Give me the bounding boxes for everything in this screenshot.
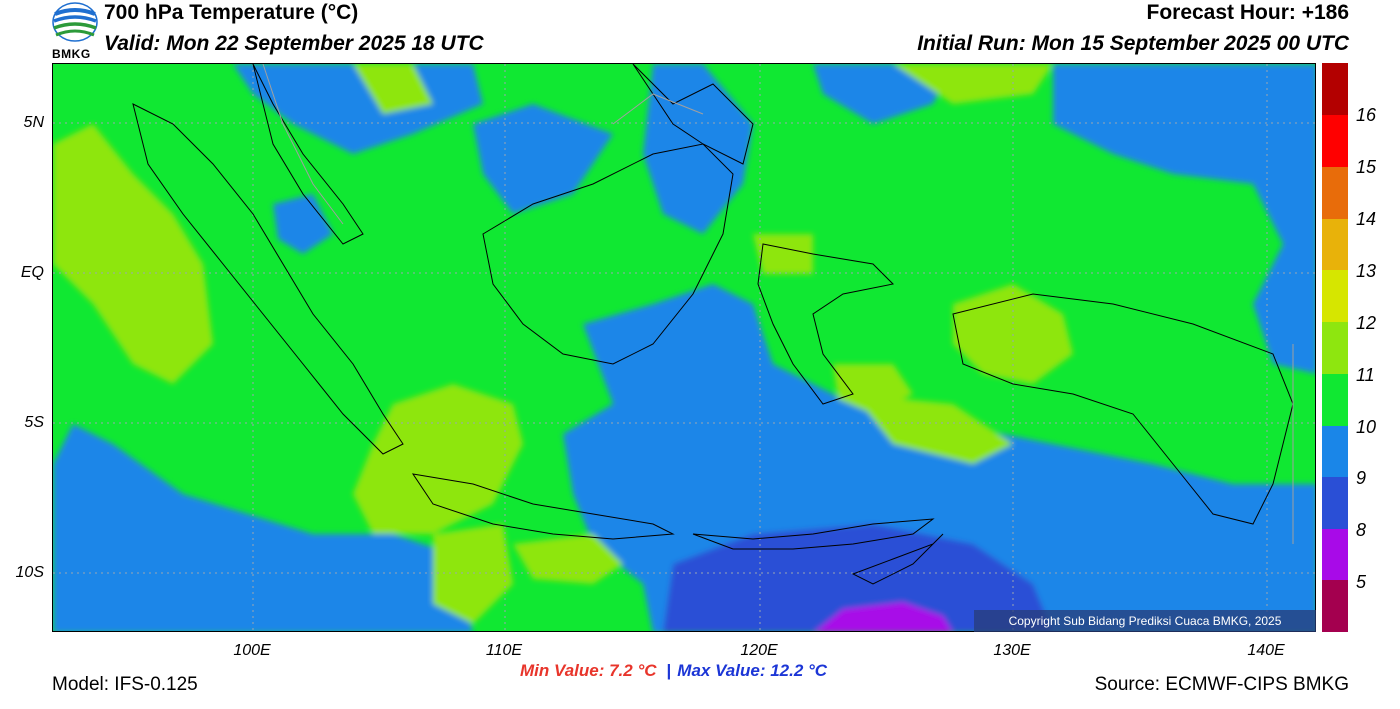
coastlines xyxy=(132,64,1294,585)
min-max-separator: | xyxy=(666,661,672,680)
field-blue xyxy=(53,424,473,631)
lat-label-10s: 10S xyxy=(15,564,44,581)
field-blue xyxy=(643,64,753,234)
map-title: 700 hPa Temperature (°C) xyxy=(104,1,359,24)
field-lightgreen xyxy=(353,384,523,534)
sulawesi-outline xyxy=(757,243,895,405)
colorbar-label: 10 xyxy=(1356,417,1377,437)
field-lightgreen xyxy=(353,64,433,114)
colorbar-swatch xyxy=(1322,322,1348,374)
min-max-values: Min Value: 7.2 °C | Max Value: 12.2 °C xyxy=(520,661,827,681)
temperature-map xyxy=(52,63,1316,632)
lon-label-130e: 130E xyxy=(993,642,1031,659)
sumatra-outline xyxy=(132,103,404,455)
field-lightgreen xyxy=(433,524,513,624)
lon-label-140e: 140E xyxy=(1247,642,1285,659)
lat-label-5n: 5N xyxy=(23,114,44,131)
newguinea-outline xyxy=(952,293,1294,525)
philippines-outline xyxy=(632,64,754,165)
lon-label-110e: 110E xyxy=(485,642,523,659)
colorbar-swatch xyxy=(1322,374,1348,426)
colorbar-label: 12 xyxy=(1356,313,1377,333)
forecast-hour: Forecast Hour: +186 xyxy=(1146,1,1350,24)
kalimantan-outline xyxy=(482,143,734,365)
colorbar-swatch xyxy=(1322,219,1348,270)
logo-text: BMKG xyxy=(52,47,91,61)
colorbar-swatch xyxy=(1322,426,1348,477)
field-purple xyxy=(815,602,952,631)
colorbar xyxy=(1322,63,1348,632)
field-lightgreen xyxy=(513,534,623,584)
field-lightgreen xyxy=(753,234,813,274)
java-outline xyxy=(411,473,675,540)
lat-label-eq: EQ xyxy=(20,264,44,281)
colorbar-label: 11 xyxy=(1356,365,1375,385)
colorbar-label: 9 xyxy=(1356,468,1367,488)
lat-label-5s: 5S xyxy=(24,414,44,431)
colorbar-swatch xyxy=(1322,63,1348,115)
borders xyxy=(262,64,1294,544)
lon-label-120e: 120E xyxy=(740,642,778,659)
colorbar-label: 14 xyxy=(1356,209,1377,229)
model-label: Model: IFS-0.125 xyxy=(52,674,198,695)
bmkg-logo xyxy=(52,2,98,42)
field-blue xyxy=(273,194,333,254)
min-value: Min Value: 7.2 °C xyxy=(520,661,657,680)
colorbar-swatch xyxy=(1322,580,1348,632)
timor-outline xyxy=(851,533,944,585)
field-darkblue xyxy=(663,524,1053,631)
colorbar-swatch xyxy=(1322,167,1348,219)
field-lightgreen xyxy=(53,124,213,384)
colorbar-label: 13 xyxy=(1356,261,1377,281)
nusatenggara-outline xyxy=(692,518,935,550)
colorbar-label: 15 xyxy=(1356,157,1377,177)
field-lightgreen xyxy=(853,394,1013,464)
colorbar-label: 5 xyxy=(1356,572,1367,592)
malaya-outline xyxy=(252,64,364,245)
initial-run: Initial Run: Mon 15 September 2025 00 UT… xyxy=(917,32,1349,55)
colorbar-swatch xyxy=(1322,477,1348,529)
colorbar-label: 16 xyxy=(1356,105,1377,125)
field-blue xyxy=(473,104,613,214)
colorbar-label: 8 xyxy=(1356,520,1367,540)
copyright-box: Copyright Sub Bidang Prediksi Cuaca BMKG… xyxy=(974,610,1316,632)
map-field xyxy=(53,64,1315,631)
colorbar-swatch xyxy=(1322,529,1348,580)
colorbar-swatch xyxy=(1322,270,1348,322)
colorbar-swatch xyxy=(1322,115,1348,167)
valid-time: Valid: Mon 22 September 2025 18 UTC xyxy=(104,32,484,55)
lon-label-100e: 100E xyxy=(233,642,271,659)
field-blue xyxy=(1053,64,1315,374)
max-value: Max Value: 12.2 °C xyxy=(677,661,828,680)
source-label: Source: ECMWF-CIPS BMKG xyxy=(1094,674,1349,695)
